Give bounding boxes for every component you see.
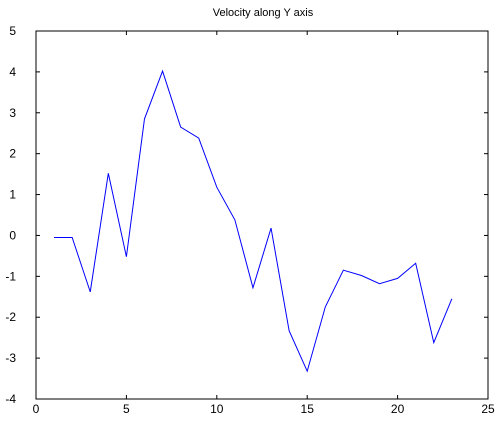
y-tick-label: 1	[9, 188, 16, 202]
data-point	[72, 237, 73, 238]
x-tick-label: 20	[391, 402, 405, 416]
data-point	[379, 283, 380, 284]
data-point	[252, 287, 253, 288]
data-point	[451, 298, 452, 299]
data-point	[325, 306, 326, 307]
y-tick-label: 3	[9, 106, 16, 120]
y-axis-ticks: -4 -3 -2 -1 0 1 2 3 4 5	[5, 24, 488, 406]
data-point	[234, 219, 235, 220]
data-point	[415, 263, 416, 264]
data-point	[180, 126, 181, 127]
data-point	[361, 275, 362, 276]
data-point	[126, 256, 127, 257]
y-tick-label: -2	[5, 310, 16, 324]
y-tick-label: -3	[5, 351, 16, 365]
data-point	[433, 342, 434, 343]
y-tick-label: -4	[5, 392, 16, 406]
x-tick-label: 15	[301, 402, 315, 416]
y-tick-label: 2	[9, 147, 16, 161]
data-point	[108, 173, 109, 174]
series-line	[54, 69, 453, 373]
y-tick-label: 4	[9, 65, 16, 79]
data-point	[270, 227, 271, 228]
data-point	[90, 291, 91, 292]
data-point	[53, 237, 54, 238]
series-layer	[53, 69, 453, 373]
x-tick-label: 25	[481, 402, 495, 416]
data-point	[289, 330, 290, 331]
y-tick-label: 0	[9, 228, 16, 242]
y-tick-label: 5	[9, 24, 16, 38]
x-tick-label: 10	[210, 402, 224, 416]
data-point	[397, 278, 398, 279]
chart-title: Velocity along Y axis	[213, 7, 314, 19]
x-tick-label: 5	[123, 402, 130, 416]
x-tick-label: 0	[33, 402, 40, 416]
data-point	[216, 187, 217, 188]
data-point	[162, 70, 163, 71]
data-point	[144, 118, 145, 119]
plot-area-frame	[35, 30, 489, 400]
data-point	[343, 270, 344, 271]
x-axis-ticks: 0 5 10 15 20 25	[33, 31, 495, 416]
data-point	[307, 371, 308, 372]
data-point	[198, 138, 199, 139]
y-tick-label: -1	[5, 269, 16, 283]
